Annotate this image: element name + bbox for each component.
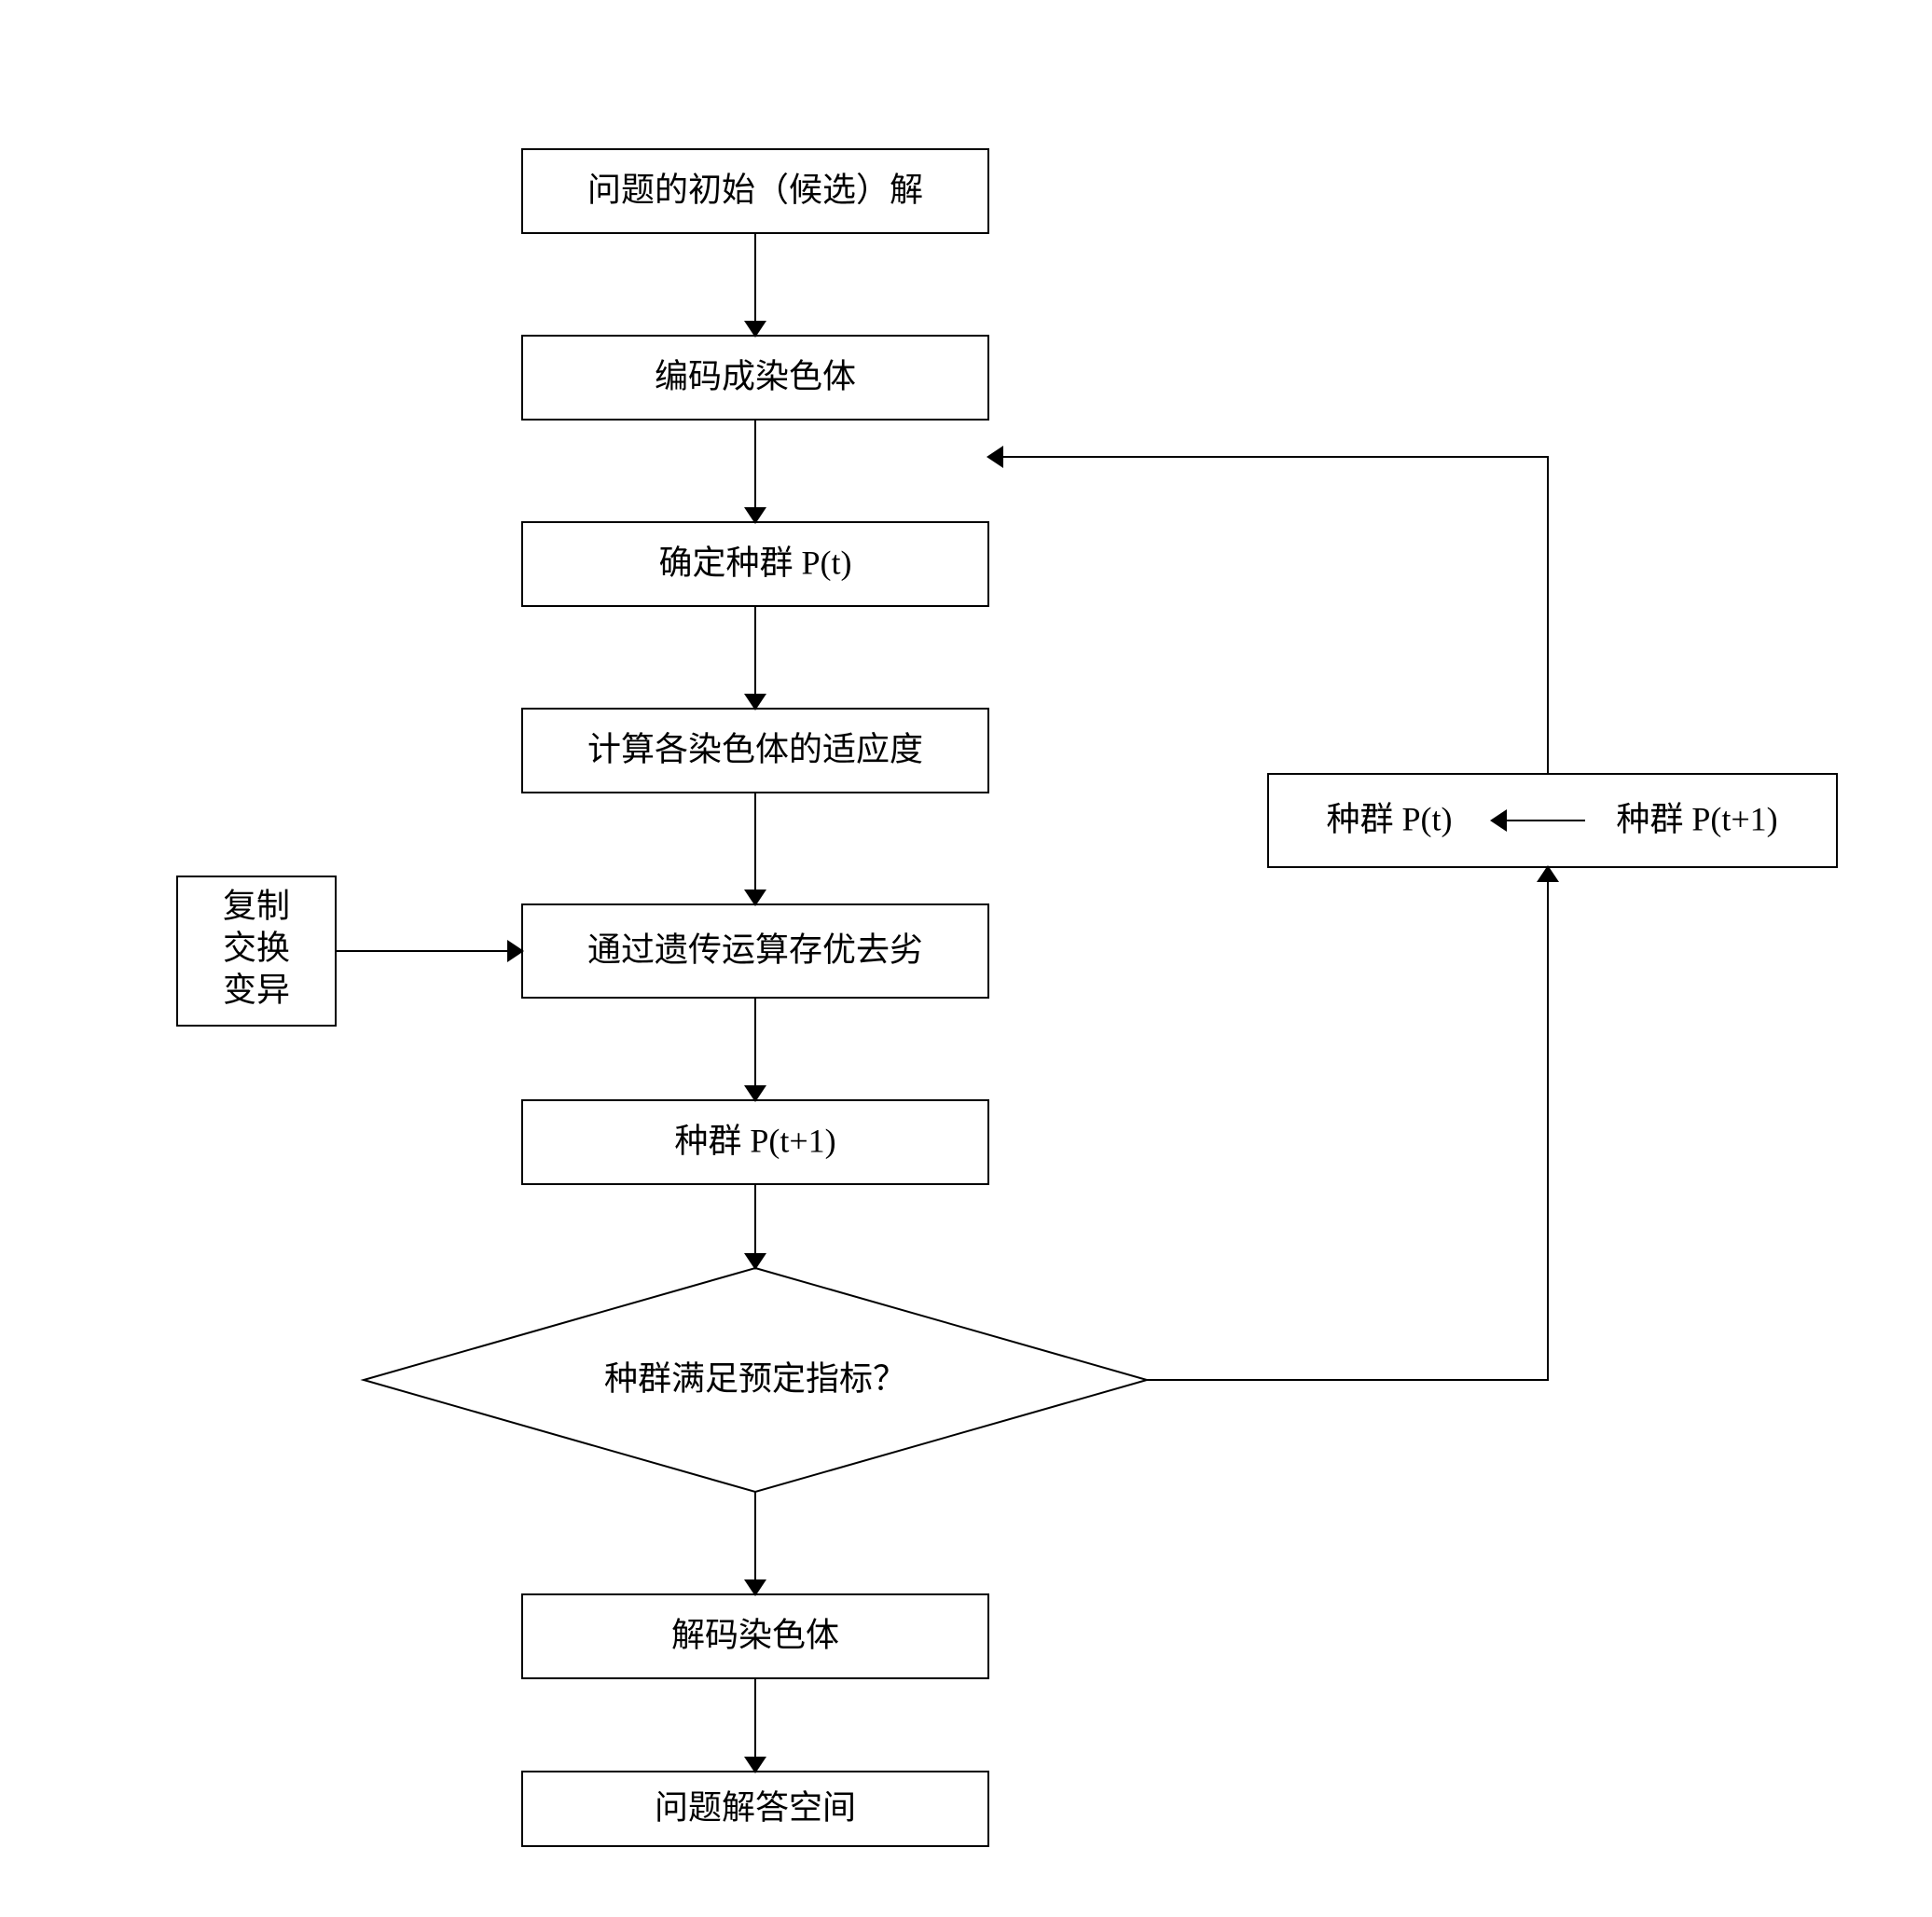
node-label-n1: 问题的初始（候选）解: [587, 171, 923, 208]
node-label-n2: 编码成染色体: [655, 357, 856, 394]
node-seg-pop_box-0: 种群 P(t): [1326, 800, 1452, 837]
node-label-n6: 种群 P(t+1): [674, 1122, 835, 1159]
node-line-side_ops-0: 复制: [223, 887, 290, 924]
node-line-side_ops-2: 变异: [223, 971, 290, 1008]
flowchart-canvas: 问题的初始（候选）解编码成染色体确定种群 P(t) 计算各染色体的适应度通过遗传运…: [0, 0, 1932, 1917]
edge-n7-pop_box: [1147, 867, 1548, 1380]
node-seg-pop_box-1: 种群 P(t+1): [1616, 800, 1777, 837]
node-line-side_ops-1: 交换: [223, 929, 290, 966]
node-label-n8: 解码染色体: [671, 1616, 839, 1653]
node-label-n9: 问题解答空间: [655, 1788, 856, 1826]
edge-pop_box-n3: [988, 457, 1548, 774]
node-label-n5: 通过遗传运算存优去劣: [587, 931, 923, 968]
node-label-n4: 计算各染色体的适应度: [587, 730, 923, 767]
node-label-n3: 确定种群 P(t): [658, 544, 851, 581]
node-label-n7: 种群满足预定指标？: [604, 1359, 906, 1397]
